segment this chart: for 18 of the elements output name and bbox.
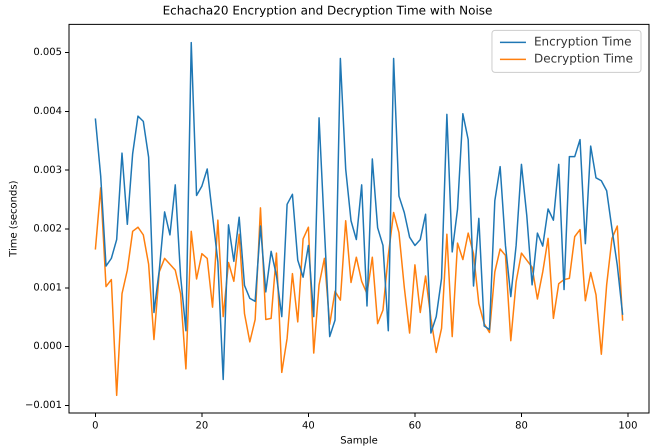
- chart-title: Echacha20 Encryption and Decryption Time with Noise: [162, 3, 492, 18]
- x-tick-label: 40: [302, 420, 315, 432]
- legend-label: Decryption Time: [534, 52, 634, 66]
- y-axis-title: Time (seconds): [8, 180, 20, 258]
- x-tick-label: 0: [92, 420, 99, 432]
- y-tick-label: 0.005: [33, 47, 62, 58]
- y-tick-label: 0.004: [33, 106, 62, 118]
- y-tick-label: 0.003: [33, 164, 62, 176]
- x-tick-label: 80: [515, 420, 528, 432]
- y-tick-label: 0.001: [33, 282, 62, 294]
- y-tick-label: 0.002: [33, 224, 62, 235]
- x-tick-label: 20: [196, 420, 208, 432]
- y-tick-label: −0.001: [24, 400, 62, 411]
- x-axis-title: Sample: [340, 436, 378, 447]
- x-tick-label: 60: [408, 420, 422, 432]
- y-tick-label: 0.000: [33, 341, 62, 352]
- legend-label: Encryption Time: [534, 34, 632, 49]
- x-tick-label: 100: [618, 420, 638, 432]
